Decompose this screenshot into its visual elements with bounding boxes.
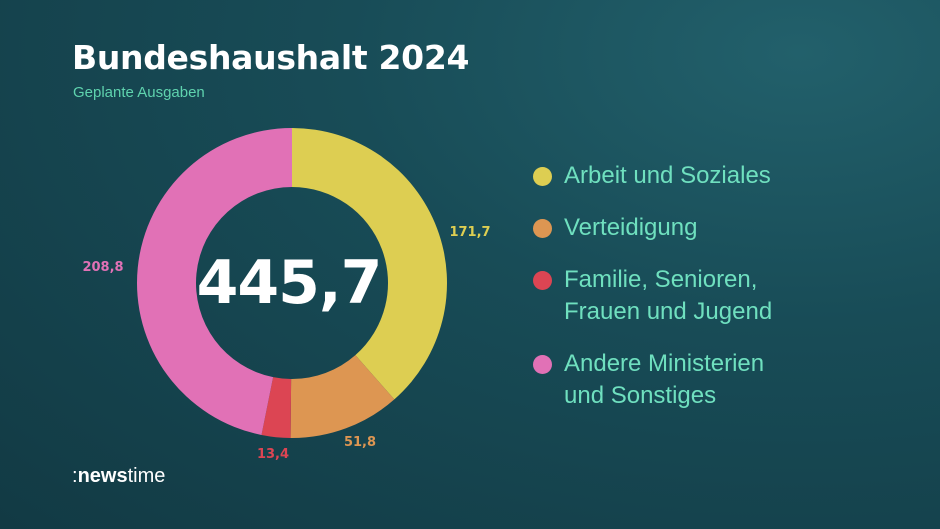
slice-value-label-3: 13,4	[257, 447, 289, 462]
donut-slice-2	[290, 355, 395, 438]
logo-bold-part: news	[77, 465, 128, 487]
donut-slice-3	[261, 377, 292, 438]
donut-slice-1	[292, 128, 447, 400]
slice-value-label-4: 208,8	[82, 260, 123, 275]
legend-label-line: Familie, Senioren,	[564, 266, 758, 293]
legend-label-line: Arbeit und Soziales	[564, 162, 771, 189]
legend-item-2: Verteidigung	[533, 212, 772, 244]
donut-total-value: 445,7	[197, 248, 382, 318]
legend-dot-icon	[533, 355, 552, 374]
chart-title: Bundeshaushalt 2024	[72, 38, 470, 77]
legend-item-3: Familie, Senioren, Frauen und Jugend	[533, 264, 772, 328]
legend-item-1: Arbeit und Soziales	[533, 160, 772, 192]
legend-dot-icon	[533, 271, 552, 290]
legend-item-4: Andere Ministerien und Sonstiges	[533, 348, 772, 412]
chart-subtitle: Geplante Ausgaben	[73, 84, 205, 101]
legend-dot-icon	[533, 167, 552, 186]
legend-label-line: Andere Ministerien	[564, 350, 765, 377]
logo-prefix: :	[72, 465, 78, 487]
slice-value-label-2: 51,8	[344, 435, 376, 450]
newstime-logo: :newstime	[72, 465, 165, 488]
legend-dot-icon	[533, 219, 552, 238]
donut-slice-4	[137, 128, 292, 435]
legend-label-line: Frauen und Jugend	[564, 298, 773, 325]
legend-label-line: und Sonstiges	[564, 382, 717, 409]
chart-legend: Arbeit und Soziales Verteidigung Familie, …	[533, 160, 772, 432]
slice-value-label-1: 171,7	[449, 225, 490, 240]
legend-label-line: Verteidigung	[564, 214, 698, 241]
logo-light-part: time	[127, 465, 166, 487]
